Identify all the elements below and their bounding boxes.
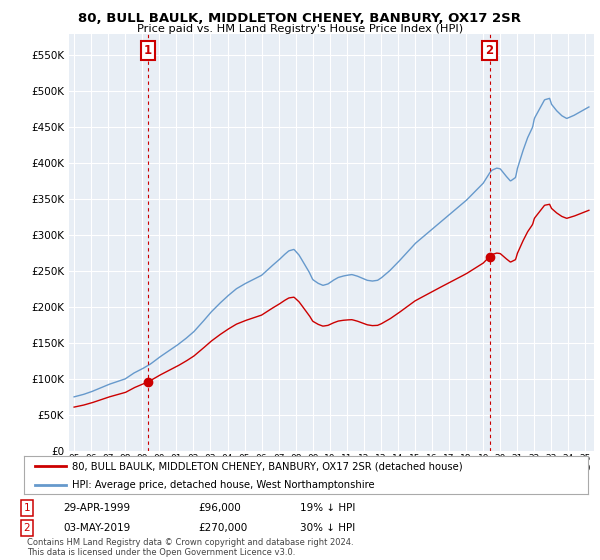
Text: 19% ↓ HPI: 19% ↓ HPI [300, 503, 355, 513]
Text: 2: 2 [23, 523, 31, 533]
Text: 29-APR-1999: 29-APR-1999 [63, 503, 130, 513]
Text: 80, BULL BAULK, MIDDLETON CHENEY, BANBURY, OX17 2SR: 80, BULL BAULK, MIDDLETON CHENEY, BANBUR… [79, 12, 521, 25]
Text: HPI: Average price, detached house, West Northamptonshire: HPI: Average price, detached house, West… [72, 480, 374, 490]
Text: £270,000: £270,000 [198, 523, 247, 533]
Text: £96,000: £96,000 [198, 503, 241, 513]
Text: Contains HM Land Registry data © Crown copyright and database right 2024.
This d: Contains HM Land Registry data © Crown c… [27, 538, 353, 557]
Text: 1: 1 [23, 503, 31, 513]
Text: 2: 2 [485, 44, 494, 57]
Text: Price paid vs. HM Land Registry's House Price Index (HPI): Price paid vs. HM Land Registry's House … [137, 24, 463, 34]
Text: 03-MAY-2019: 03-MAY-2019 [63, 523, 130, 533]
Text: 80, BULL BAULK, MIDDLETON CHENEY, BANBURY, OX17 2SR (detached house): 80, BULL BAULK, MIDDLETON CHENEY, BANBUR… [72, 461, 463, 471]
Text: 1: 1 [144, 44, 152, 57]
Text: 30% ↓ HPI: 30% ↓ HPI [300, 523, 355, 533]
